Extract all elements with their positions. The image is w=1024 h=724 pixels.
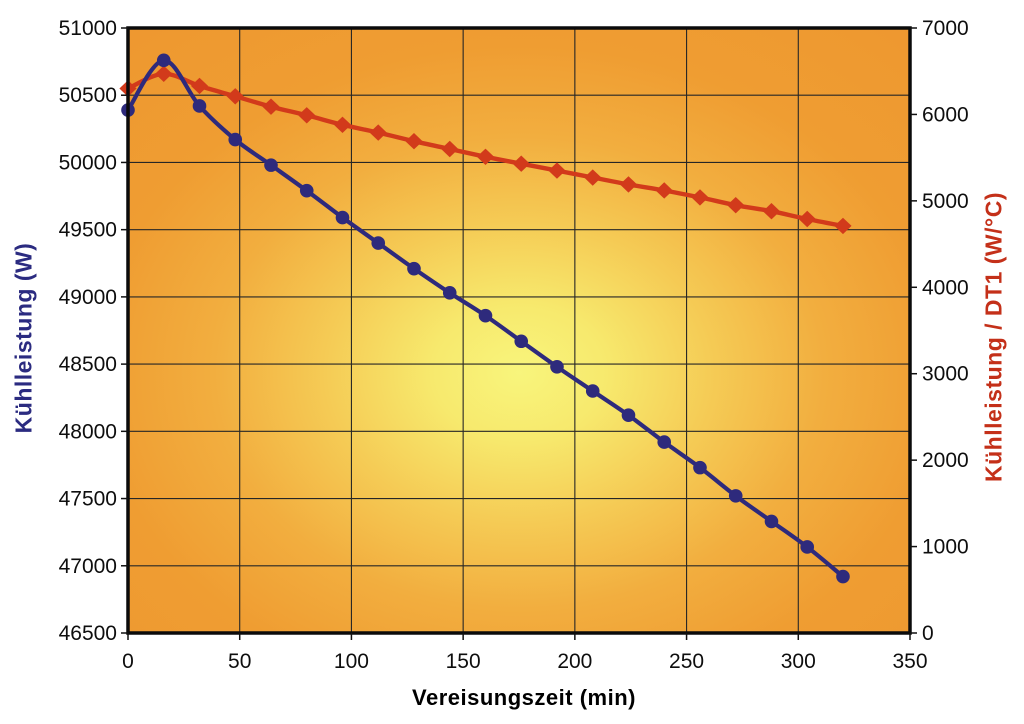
data-point-diamond [512, 155, 530, 172]
data-point-diamond [476, 148, 495, 165]
x-tick-label: 100 [334, 650, 369, 673]
data-point-circle [585, 384, 600, 398]
gridlines [128, 28, 910, 633]
data-point-diamond [441, 140, 459, 158]
data-point-diamond [226, 88, 244, 105]
left-tick-label: 49000 [59, 286, 117, 309]
data-point-diamond [691, 189, 709, 206]
data-point-circle [693, 460, 707, 475]
x-tick-label: 50 [228, 650, 251, 673]
right-tick-label: 0 [922, 622, 934, 645]
data-point-circle [478, 308, 493, 323]
data-point-circle [407, 261, 421, 276]
data-point-diamond [262, 98, 280, 115]
data-point-circle [800, 540, 815, 554]
data-point-circle [764, 514, 779, 529]
left-tick-label: 50000 [59, 151, 117, 174]
right-tick-label: 1000 [922, 536, 969, 559]
data-point-diamond [655, 182, 673, 199]
x-axis-title: Vereisungszeit (min) [412, 685, 636, 710]
left-tick-label: 49500 [59, 219, 117, 242]
data-point-circle [836, 569, 850, 584]
left-axis-title: Kühlleistung (W) [10, 242, 37, 434]
plot-background [128, 28, 910, 633]
data-point-circle [371, 236, 386, 250]
right-tick-label: 2000 [922, 449, 969, 472]
series-circle [121, 53, 850, 584]
data-point-circle [621, 408, 636, 423]
left-tick-label: 47000 [59, 555, 117, 578]
left-tick-label: 51000 [59, 17, 117, 40]
x-tick-label: 300 [781, 650, 816, 673]
data-point-diamond [333, 116, 352, 133]
data-point-circle [550, 360, 564, 374]
data-point-diamond [369, 124, 387, 141]
data-point-circle [514, 334, 529, 349]
data-point-circle [299, 183, 314, 198]
data-point-diamond [405, 133, 423, 150]
left-tick-label: 48500 [59, 353, 117, 376]
data-point-diamond [584, 169, 602, 186]
left-tick-label: 46500 [59, 622, 117, 645]
x-tick-label: 200 [557, 650, 592, 673]
right-tick-label: 5000 [922, 190, 969, 213]
x-tick-label: 0 [122, 650, 134, 673]
data-point-diamond [548, 162, 566, 179]
right-tick-label: 3000 [922, 363, 969, 386]
data-point-circle [657, 435, 672, 449]
data-point-diamond [762, 203, 781, 220]
data-point-circle [264, 158, 278, 172]
left-tick-label: 50500 [59, 84, 117, 107]
series-diamond [119, 65, 852, 235]
data-point-diamond [619, 176, 638, 193]
right-tick-label: 7000 [922, 17, 969, 40]
data-point-circle [442, 286, 457, 300]
plot-frame [126, 26, 912, 635]
right-axis-title: Kühlleistung / DT1 (W/°C) [980, 191, 1007, 483]
data-point-circle [335, 210, 350, 225]
left-tick-label: 47500 [59, 488, 117, 511]
data-point-diamond [727, 196, 745, 214]
right-tick-label: 6000 [922, 103, 969, 126]
left-tick-label: 48000 [59, 420, 117, 443]
data-point-diamond [190, 77, 209, 95]
data-point-circle [728, 489, 743, 503]
x-tick-label: 150 [446, 650, 481, 673]
data-point-diamond [298, 107, 316, 124]
data-point-circle [192, 99, 207, 113]
x-tick-label: 250 [669, 650, 704, 673]
data-point-circle [228, 132, 243, 147]
data-point-diamond [834, 217, 852, 235]
data-point-diamond [798, 210, 816, 228]
right-tick-label: 4000 [922, 276, 969, 299]
x-tick-label: 350 [892, 650, 927, 673]
data-point-diamond [155, 65, 173, 83]
data-point-circle [156, 53, 171, 68]
